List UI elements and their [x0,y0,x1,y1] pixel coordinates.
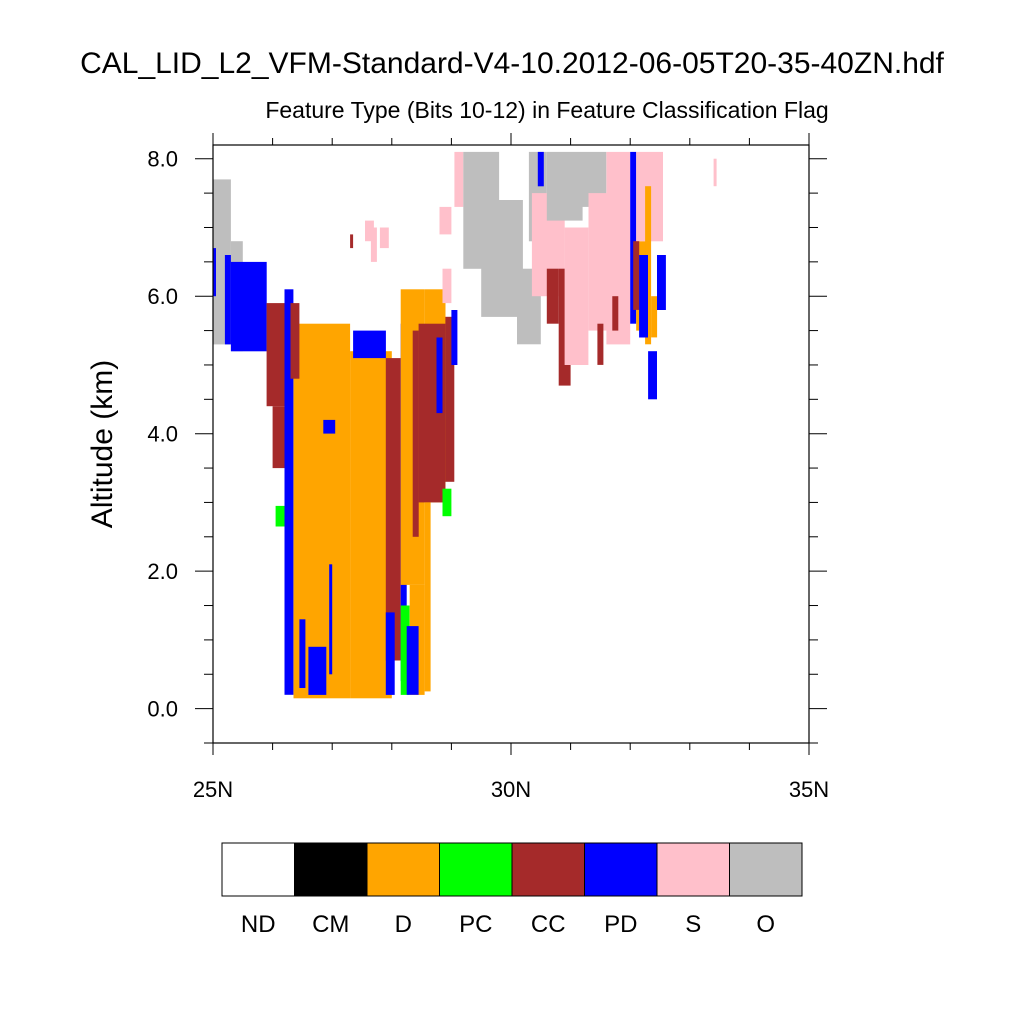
feature-pd [537,151,544,187]
y-axis: 0.0 2.0 4.0 6.0 8.0 [147,147,827,744]
feature-d [651,296,658,338]
feature-pd [213,248,216,297]
y-tick-label: 8.0 [147,147,178,172]
feature-pd [308,646,327,695]
feature-pd [657,255,666,310]
feature-s [439,206,452,235]
feature-pd [224,255,231,345]
feature-cc [350,234,354,249]
feature-pd [385,612,395,695]
feature-pd [648,351,657,400]
y-axis-title: Altitude (km) [86,360,119,528]
chart-subtitle: Feature Type (Bits 10-12) in Feature Cla… [265,97,828,123]
legend-label-o: O [756,911,775,938]
feature-s [379,227,389,249]
feature-cc [597,323,604,365]
feature-s [606,151,631,345]
feature-pc [275,505,285,527]
feature-cc [546,268,559,324]
feature-pd [436,337,443,414]
x-tick-label: 35N [789,777,829,802]
feature-pc [442,488,452,517]
feature-pc [400,605,410,695]
feature-s [713,158,717,187]
feature-s [564,227,589,365]
y-tick-label: 6.0 [147,284,178,309]
legend-label-cc: CC [531,911,566,938]
feature-cc [445,316,455,482]
legend-label-cm: CM [312,911,349,938]
feature-d [424,502,431,692]
legend: ND CM D PC CC PD S O [221,842,803,938]
feature-cc [633,241,640,310]
feature-d [645,186,652,345]
feature-s [454,151,464,207]
legend-swatch-pd [584,842,658,897]
feature-pd [299,619,306,688]
feature-o [546,151,583,221]
feature-pd [323,419,336,434]
feature-pd [406,626,419,695]
legend-swatch-nd [221,842,295,897]
legend-swatch-cm [294,842,368,897]
feature-o [481,200,523,317]
feature-pd [353,330,386,359]
feature-cc [266,303,285,407]
legend-swatch-o [729,842,803,897]
x-tick-label: 30N [491,777,531,802]
feature-pd [639,255,648,338]
feature-s [370,227,377,262]
legend-label-s: S [685,911,701,938]
feature-pd [284,289,294,695]
legend-label-nd: ND [241,911,276,938]
legend-swatch-d [366,842,440,897]
legend-label-pd: PD [604,911,637,938]
plot-area [213,145,809,743]
y-tick-label: 0.0 [147,697,178,722]
feature-layer [213,151,717,699]
x-tick-label: 25N [193,777,233,802]
feature-s [365,220,374,242]
y-tick-label: 2.0 [147,559,178,584]
feature-cc [385,358,401,661]
feature-cc [612,296,619,331]
chart-title: CAL_LID_L2_VFM-Standard-V4-10.2012-06-05… [80,47,944,80]
legend-swatch-cc [511,842,585,897]
feature-pd [630,151,637,324]
feature-cc [290,303,300,379]
feature-d [350,351,392,699]
feature-s [442,268,452,304]
legend-label-pc: PC [459,911,492,938]
feature-cc [272,406,285,469]
feature-s [588,193,613,331]
feature-pd [230,261,267,352]
feature-pd [451,310,458,365]
legend-label-d: D [395,911,412,938]
legend-swatch-s [656,842,730,897]
feature-pd [329,564,333,675]
x-axis: 25N 30N 35N [193,133,829,802]
y-tick-label: 4.0 [147,422,178,447]
feature-cc [412,330,419,537]
legend-swatch-pc [439,842,513,897]
